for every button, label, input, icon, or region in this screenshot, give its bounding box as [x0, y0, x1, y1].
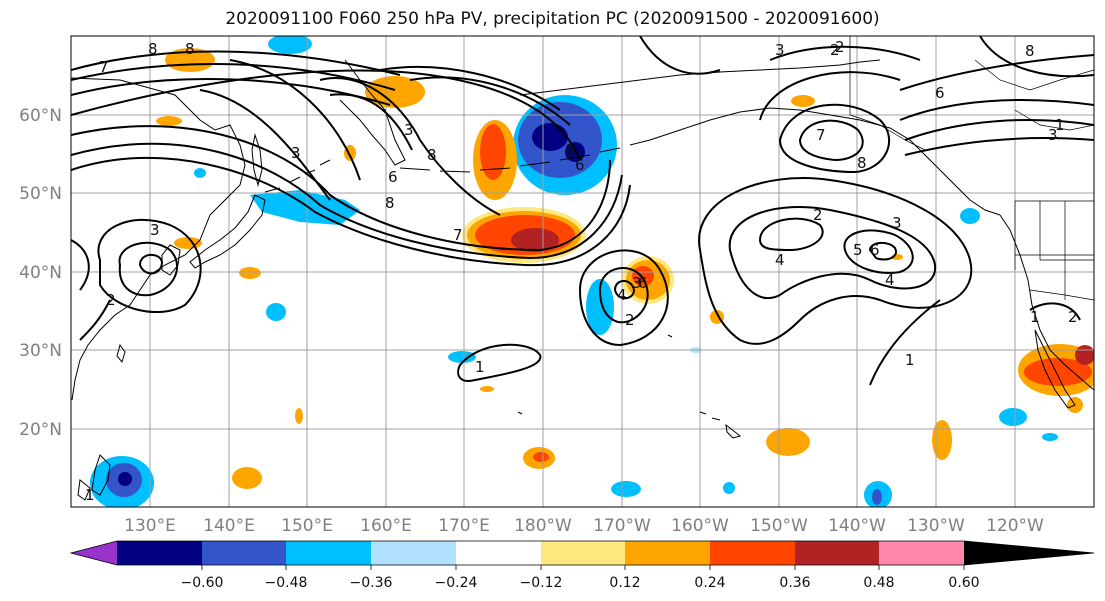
colorbar-tick-label: 0.36 [779, 575, 810, 591]
lon-label: 170°W [593, 516, 651, 536]
lon-label: 160°E [360, 516, 412, 536]
colorbar-tick-label: −0.60 [181, 575, 224, 591]
colorbar-segment [625, 541, 710, 565]
lon-label: 140°W [828, 516, 886, 536]
political-borders [849, 36, 1094, 301]
colorbar-segment [117, 541, 202, 565]
lon-label: 180°W [514, 516, 572, 536]
pv-label: 3 [404, 121, 414, 139]
pv-label: 1 [1030, 308, 1040, 326]
lon-label: 170°E [438, 516, 490, 536]
lat-label: 20°N [19, 420, 62, 440]
colorbar-extend-low [71, 541, 117, 565]
colorbar-segment [371, 541, 456, 565]
colorbar-tick-label: 0.48 [863, 575, 894, 591]
colorbar-segment [795, 541, 879, 565]
colorbar-segment [541, 541, 625, 565]
pv-label: 1 [905, 351, 915, 369]
lon-label: 150°E [281, 516, 333, 536]
pv-label: 6 [575, 156, 585, 174]
latitude-labels: 60°N 50°N 40°N 30°N 20°N [19, 106, 62, 440]
pv-label: 7 [99, 58, 109, 76]
colorbar-segment [879, 541, 964, 565]
colorbar-segment [202, 541, 286, 565]
pv-label: 1 [85, 486, 95, 504]
colorbar-segment [710, 541, 795, 565]
map-area: 8 8 8 8 7 3 3 6 2 3 7 8 6 4 3 6 1 4 2 3 … [71, 36, 1094, 507]
colorbar-tick-label: 0.60 [948, 575, 979, 591]
pv-label: 3 [892, 214, 902, 232]
pv-label: 8 [857, 154, 867, 172]
colorbar-tick-label: −0.24 [435, 575, 478, 591]
pv-label: 8 [148, 40, 158, 58]
pv-label: 1 [475, 358, 485, 376]
pv-label: 4 [617, 286, 627, 304]
pv-label: 8 [385, 194, 395, 212]
lat-label: 30°N [19, 341, 62, 361]
pv-label: 8 [565, 141, 575, 159]
lat-label: 40°N [19, 263, 62, 283]
pv-label: 8 [427, 146, 437, 164]
pv-label: 6 [638, 274, 648, 292]
lat-label: 60°N [19, 106, 62, 126]
map-frame [70, 35, 1095, 508]
pv-label: 2 [1068, 308, 1078, 326]
pv-label: 6 [935, 84, 945, 102]
graticule-lines [71, 36, 1094, 507]
pv-label: 6 [388, 168, 398, 186]
colorbar-tick-label: −0.12 [520, 575, 563, 591]
pv-contour-labels: 8 8 8 8 7 3 3 6 2 3 7 8 6 4 3 6 1 4 2 3 … [85, 38, 1078, 504]
lon-label: 160°W [671, 516, 729, 536]
colorbar-outline [69, 540, 1095, 566]
lon-label: 120°W [986, 516, 1044, 536]
colorbar-tick-label: −0.36 [350, 575, 393, 591]
pv-label: 3 [291, 144, 301, 162]
pv-label: 3 [775, 41, 785, 59]
pv-label: 5 [853, 241, 863, 259]
colorbar-segment [286, 541, 371, 565]
lat-label: 50°N [19, 184, 62, 204]
colorbar-tick-label: −0.48 [265, 575, 308, 591]
pv-label: 2 [835, 38, 845, 56]
colorbar-tick-label: 0.12 [609, 575, 640, 591]
colorbar-segment [456, 541, 541, 565]
pv-label: 8 [185, 40, 195, 58]
pv-label: 3 [1048, 126, 1058, 144]
longitude-labels: 130°E 140°E 150°E 160°E 170°E 180°W 170°… [124, 516, 1044, 536]
colorbar-extend-high [964, 541, 1094, 565]
pv-label: 4 [775, 251, 785, 269]
lon-label: 130°W [907, 516, 965, 536]
lon-label: 150°W [750, 516, 808, 536]
pv-label: 3 [150, 221, 160, 239]
precipitation-anomaly-shading [90, 36, 1094, 507]
pv-label: 6 [870, 241, 880, 259]
pv-label: 4 [885, 271, 895, 289]
pv-label: 7 [453, 226, 463, 244]
pv-label: 2 [625, 311, 635, 329]
map-title: 2020091100 F060 250 hPa PV, precipitatio… [225, 9, 880, 29]
lon-label: 140°E [203, 516, 255, 536]
pv-label: 7 [816, 126, 826, 144]
pv-label: 8 [1025, 42, 1035, 60]
colorbar-tick-label: 0.24 [694, 575, 725, 591]
pv-label: 2 [830, 41, 840, 59]
pv-label: 1 [1055, 116, 1065, 134]
pv-label: 2 [106, 291, 116, 309]
lon-label: 130°E [124, 516, 176, 536]
pv-label: 2 [813, 206, 823, 224]
pv-label: 3 [632, 274, 642, 292]
pv-contours [71, 36, 1094, 386]
colorbar: −0.60 −0.48 −0.36 −0.24 −0.12 0.12 0.24 … [69, 540, 1095, 591]
